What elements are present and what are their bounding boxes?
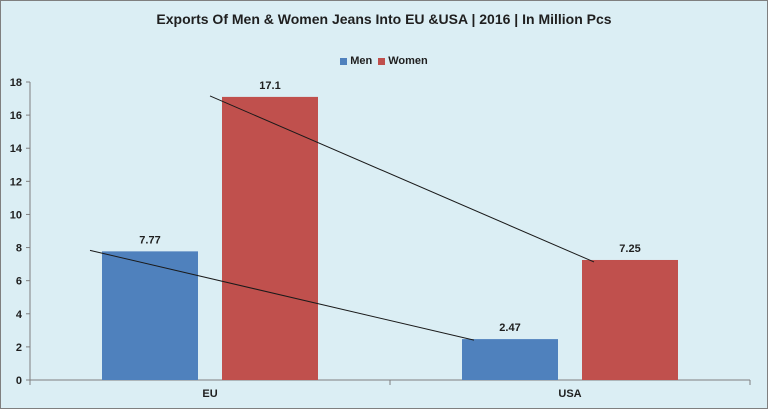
legend-swatch-men [340, 57, 348, 65]
bar-women-eu [222, 96, 318, 381]
chart-title: Exports Of Men & Women Jeans Into EU &US… [156, 11, 612, 27]
trend-line-men [89, 249, 475, 341]
y-tick-label: 8 [16, 243, 22, 255]
data-label: 17.1 [259, 80, 280, 92]
x-tick-label: EU [202, 388, 217, 400]
y-tick-label: 10 [10, 209, 22, 221]
legend-item-women: Women [378, 55, 428, 67]
x-tick-label: USA [558, 388, 581, 400]
legend-swatch-women [378, 57, 386, 65]
legend-item-men: Men [340, 55, 372, 67]
y-tick-label: 16 [10, 110, 22, 122]
y-tick-label: 4 [16, 309, 23, 321]
y-tick-label: 0 [16, 375, 22, 387]
trend-line-women [209, 95, 595, 263]
y-tick-label: 6 [16, 276, 22, 288]
y-tick-label: 12 [10, 176, 22, 188]
bar-men-eu [102, 251, 198, 380]
legend: Men Women [1, 55, 767, 67]
y-tick-label: 14 [10, 143, 23, 155]
data-label: 2.47 [499, 322, 520, 334]
data-label: 7.77 [139, 234, 160, 246]
bar-women-usa [582, 259, 678, 380]
y-tick-label: 2 [16, 342, 22, 354]
legend-label-men: Men [350, 55, 373, 67]
legend-label-women: Women [388, 55, 428, 67]
y-tick-label: 18 [10, 77, 22, 89]
data-label: 7.25 [619, 243, 640, 255]
bar-men-usa [462, 339, 558, 380]
